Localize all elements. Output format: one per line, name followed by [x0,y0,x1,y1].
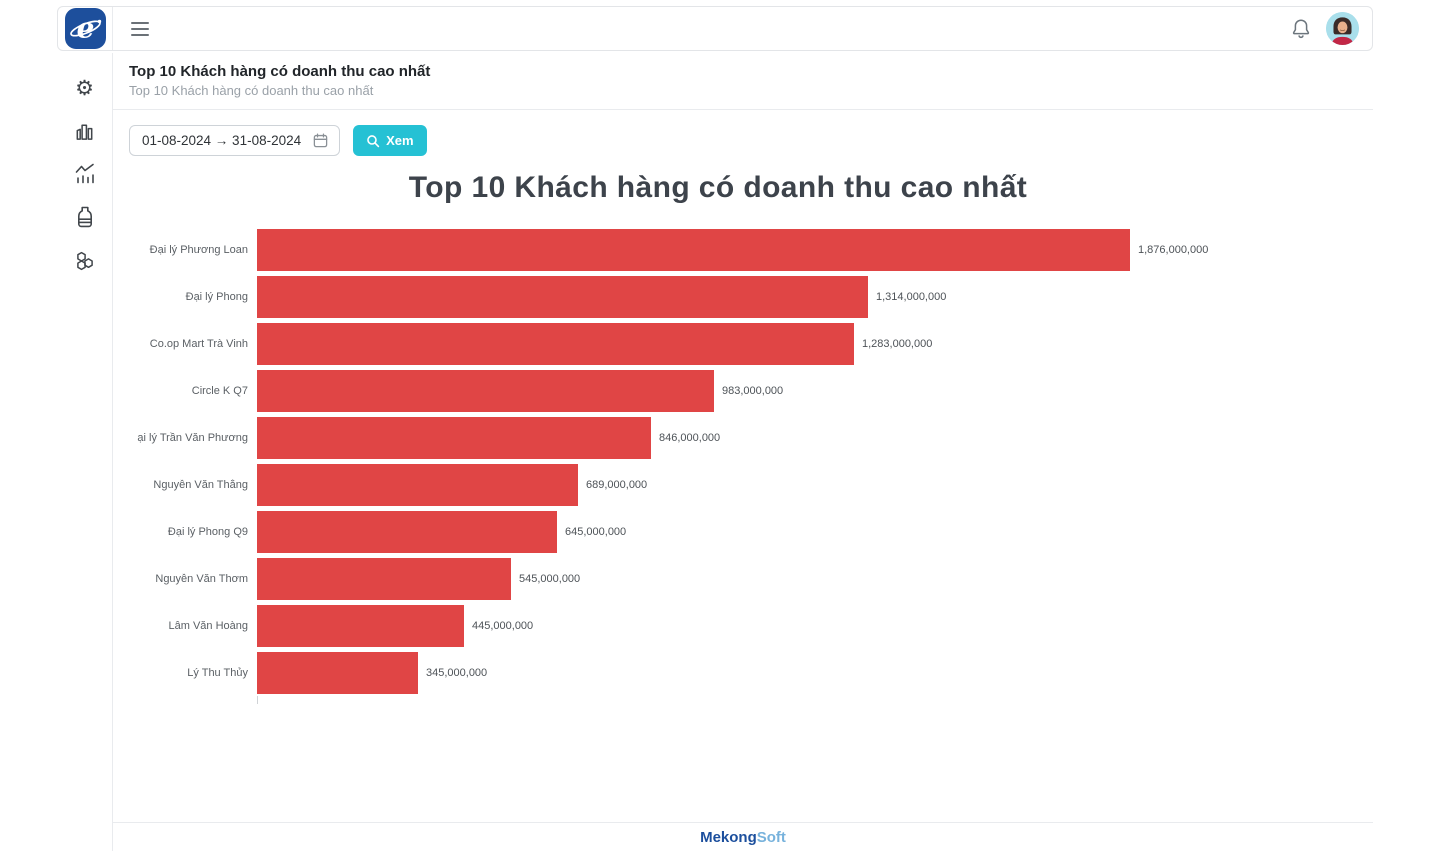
svg-text:e: e [76,12,94,45]
content-footer: MekongSoft [113,822,1373,851]
chart-rows: Đại lý Phương Loan 1,876,000,000 Đại lý Ph… [113,226,1323,696]
bar[interactable] [257,604,464,647]
brand-logo: MekongSoft [700,829,786,846]
bar-area: 846,000,000 [257,416,1323,459]
chart-row: Đại lý Phong 1,314,000,000 [113,273,1323,320]
gear-icon[interactable]: ⚙ [75,76,94,100]
bottle-icon[interactable] [72,204,98,230]
bar-area: 1,876,000,000 [257,228,1323,271]
chart-row: Lâm Văn Hoàng 445,000,000 [113,602,1323,649]
category-label: Đại lý Phương Loan [149,243,248,256]
calendar-icon [313,133,328,148]
bar[interactable] [257,369,714,412]
bar[interactable] [257,651,418,694]
view-button-label: Xem [386,133,414,148]
bar-area: 1,314,000,000 [257,275,1323,318]
page-subtitle: Top 10 Khách hàng có doanh thu cao nhất [129,83,374,98]
category-label: Nguyễn Văn Thơm [155,572,248,585]
date-range-input[interactable]: 01-08-2024 → 31-08-2024 [129,125,341,156]
bar[interactable] [257,510,557,553]
date-range-value: 01-08-2024 → 31-08-2024 [142,133,302,148]
chart-row: Đại lý Phương Loan 1,876,000,000 [113,226,1323,273]
chart-row: Nguyễn Văn Thơm 545,000,000 [113,555,1323,602]
value-label: 689,000,000 [586,478,648,491]
page-title: Top 10 Khách hàng có doanh thu cao nhất [129,63,431,80]
value-label: 445,000,000 [472,619,534,632]
bar[interactable] [257,322,854,365]
bar[interactable] [257,416,651,459]
category-label: Lâm Văn Hoàng [168,619,249,632]
value-label: 983,000,000 [722,384,784,397]
bar-area: 689,000,000 [257,463,1323,506]
chart-row: Nguyễn Văn Thắng 689,000,000 [113,461,1323,508]
bar-chart-icon[interactable] [72,118,98,144]
bar[interactable] [257,557,511,600]
bar[interactable] [257,228,1130,271]
chart-row: Co.op Mart Trà Vinh 1,283,000,000 [113,320,1323,367]
value-label: 1,876,000,000 [1138,243,1209,256]
bar-area: 345,000,000 [257,651,1323,694]
page-header: Top 10 Khách hàng có doanh thu cao nhất … [113,53,1373,110]
category-label: Lý Thu Thủy [187,666,248,679]
value-label: 345,000,000 [426,666,488,679]
hamburger-menu-icon[interactable] [131,21,149,36]
axis-tick [257,696,258,704]
chart-row: Circle K Q7 983,000,000 [113,367,1323,414]
chart-row: Lý Thu Thủy 345,000,000 [113,649,1323,696]
category-label: Đại lý Phong Q9 [167,525,248,538]
category-label: Circle K Q7 [191,384,248,397]
bell-icon[interactable] [1289,16,1313,41]
chart-title: Top 10 Khách hàng có doanh thu cao nhất [408,171,1028,204]
category-label: Đại lý Phong [185,290,248,303]
revenue-bar-chart: Top 10 Khách hàng có doanh thu cao nhất … [113,171,1323,704]
search-icon [367,134,380,147]
bar[interactable] [257,463,578,506]
view-button[interactable]: Xem [353,125,427,156]
value-label: 1,283,000,000 [862,337,933,350]
sidebar: ⚙ [57,53,113,851]
controls-row: 01-08-2024 → 31-08-2024 Xem [113,110,1373,156]
value-label: 545,000,000 [519,572,581,585]
value-label: 645,000,000 [565,525,627,538]
brand-secondary-text: Soft [756,828,786,846]
bar-area: 545,000,000 [257,557,1323,600]
user-avatar[interactable] [1326,12,1359,45]
bar-area: 983,000,000 [257,369,1323,412]
app-logo[interactable]: e [58,7,113,50]
category-label: Nguyễn Văn Thắng [153,478,248,491]
bar-area: 645,000,000 [257,510,1323,553]
category-label: ại lý Trần Văn Phương [137,431,248,444]
category-label: Co.op Mart Trà Vinh [149,337,248,350]
logo-icon: e [64,8,106,49]
bar[interactable] [257,275,868,318]
molecules-icon[interactable] [72,247,98,273]
chart-row: Đại lý Phong Q9 645,000,000 [113,508,1323,555]
header-right [1289,12,1372,45]
header-bar: e [57,6,1373,51]
brand-primary-text: Mekong [700,828,757,846]
value-label: 1,314,000,000 [876,290,947,303]
bar-area: 1,283,000,000 [257,322,1323,365]
bar-area: 445,000,000 [257,604,1323,647]
value-label: 846,000,000 [659,431,721,444]
chart-row: ại lý Trần Văn Phương 846,000,000 [113,414,1323,461]
trend-chart-icon[interactable] [72,161,98,187]
main-content: Top 10 Khách hàng có doanh thu cao nhất … [113,53,1373,851]
